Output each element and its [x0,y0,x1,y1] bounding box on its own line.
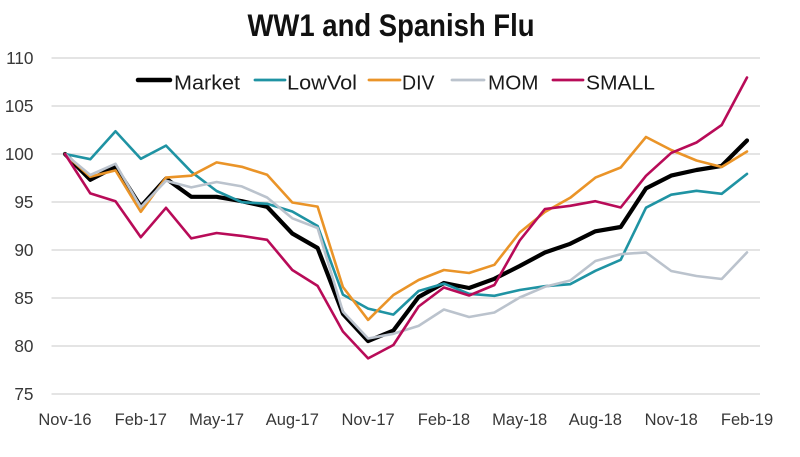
svg-text:95: 95 [14,192,33,212]
svg-text:DIV: DIV [402,73,435,95]
svg-text:110: 110 [6,48,33,68]
svg-text:Feb-17: Feb-17 [115,411,167,429]
svg-text:Aug-17: Aug-17 [266,411,319,429]
svg-text:Nov-17: Nov-17 [341,411,394,429]
svg-text:100: 100 [5,144,34,164]
svg-text:85: 85 [14,288,33,308]
svg-text:WW1 and Spanish Flu: WW1 and Spanish Flu [248,7,535,43]
svg-text:SMALL: SMALL [586,73,655,95]
svg-text:Feb-18: Feb-18 [418,411,470,429]
svg-text:75: 75 [14,384,33,404]
svg-text:Feb-19: Feb-19 [721,411,773,429]
svg-text:May-17: May-17 [189,411,244,429]
svg-text:80: 80 [14,336,33,356]
svg-text:90: 90 [14,240,33,260]
svg-text:Nov-16: Nov-16 [38,411,91,429]
svg-text:Market: Market [174,73,240,95]
svg-text:LowVol: LowVol [287,73,357,95]
svg-text:105: 105 [5,96,34,116]
svg-text:MOM: MOM [488,73,539,95]
svg-text:Aug-18: Aug-18 [569,411,622,429]
svg-text:May-18: May-18 [492,411,547,429]
svg-text:Nov-18: Nov-18 [645,411,698,429]
